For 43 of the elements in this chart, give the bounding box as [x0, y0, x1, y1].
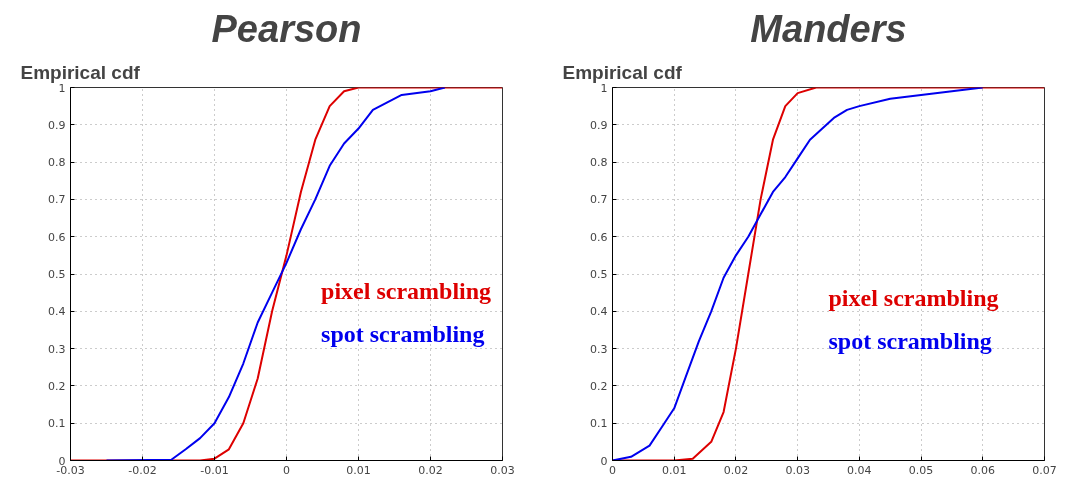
y-tick-label: 0.9: [590, 118, 608, 132]
y-tick-label: 0.8: [590, 156, 608, 170]
x-tick-label: 0.03: [490, 463, 515, 477]
chart-subtitle: Empirical cdf: [20, 61, 141, 83]
y-tick-label: 0: [600, 454, 608, 468]
x-tick-label: 0.05: [908, 463, 934, 477]
text: pixel scrambling: [828, 285, 999, 312]
y-tick-label: 1: [600, 81, 608, 95]
y-tick-label: 0.2: [590, 379, 608, 393]
y-tick-label: 0.8: [48, 156, 66, 170]
y-tick-label: 0.1: [590, 417, 608, 431]
x-tick-label: 0.01: [346, 463, 371, 477]
x-tick-label: -0.02: [128, 463, 157, 477]
y-tick-label: 0.1: [48, 417, 66, 431]
y-tick-label: 0.9: [48, 118, 66, 132]
y-tick-label: 1: [58, 81, 66, 95]
y-tick-label: 0.3: [590, 342, 608, 356]
y-tick-label: 0.5: [590, 268, 608, 281]
y-tick-label: 0.4: [48, 305, 66, 319]
x-tick-label: 0.02: [723, 463, 749, 477]
y-tick-label: 0.2: [48, 379, 66, 393]
text: spot scrambling: [828, 328, 992, 355]
x-tick-label: -0.01: [200, 463, 229, 477]
series-label: pixel scrambling: [321, 277, 492, 304]
y-tick-label: 0.3: [48, 342, 66, 356]
x-tick-label: 0.06: [970, 463, 996, 477]
y-tick-label: 0.6: [48, 230, 66, 244]
y-tick-label: 0.7: [590, 193, 608, 207]
x-tick-label: 0.03: [785, 463, 810, 477]
chart-title: Pearson: [211, 7, 362, 50]
text: spot scrambling: [321, 320, 485, 347]
x-tick-label: -0.03: [56, 463, 85, 477]
y-tick-label: 0.4: [590, 305, 608, 319]
x-tick-label: 0.01: [661, 463, 687, 477]
y-tick-label: 0.6: [590, 230, 608, 244]
x-tick-label: 0: [283, 463, 290, 477]
chart-title: Manders: [750, 7, 907, 50]
x-tick-label: 0.04: [847, 463, 872, 477]
y-tick-label: 0.5: [48, 268, 66, 281]
x-tick-label: 0.02: [418, 463, 443, 477]
y-tick-label: 0.7: [48, 193, 66, 207]
chart-subtitle: Empirical cdf: [562, 61, 683, 83]
x-tick-label: 0.07: [1032, 463, 1057, 477]
